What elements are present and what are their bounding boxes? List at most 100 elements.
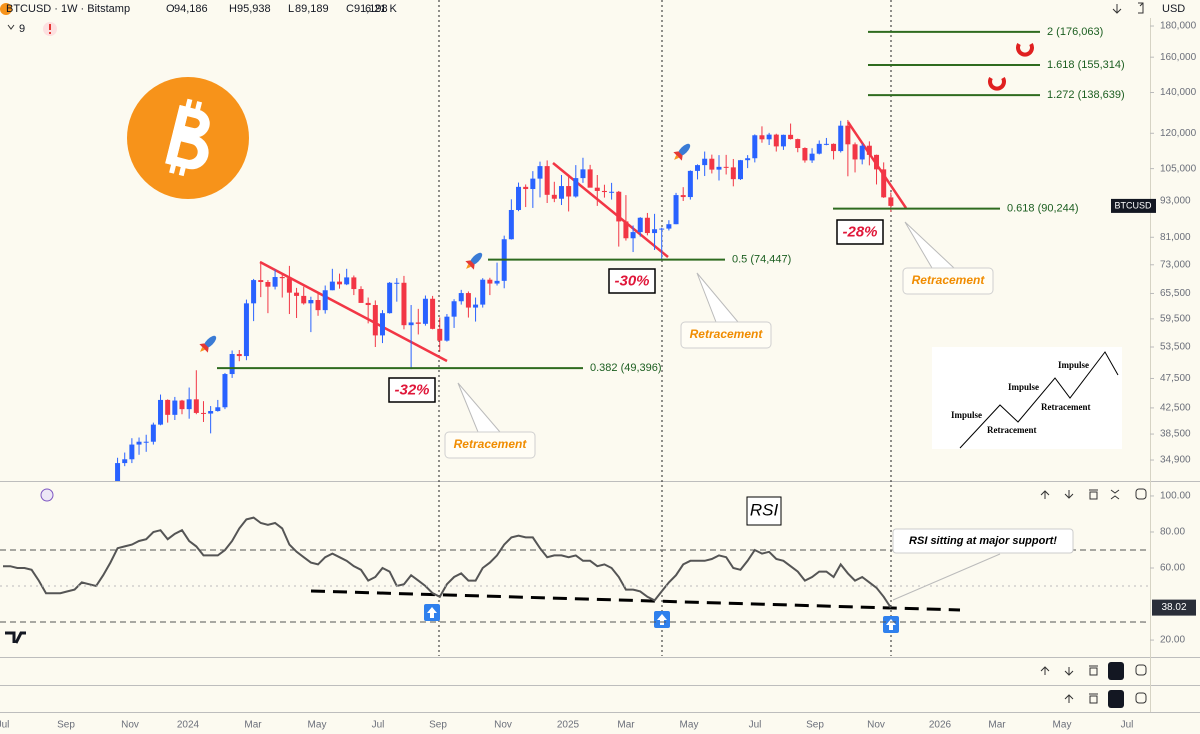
glyph-tick: [178, 165, 187, 177]
candle-body: [315, 300, 321, 311]
fib-label: 1.272 (138,639): [1047, 89, 1125, 101]
symbol[interactable]: BTCUSD · 1W · Bitstamp: [6, 3, 130, 15]
rocket-icon: [673, 143, 691, 161]
x-tick-label: Nov: [867, 720, 885, 731]
candle-body: [122, 459, 128, 464]
candle-body: [329, 281, 335, 291]
candle-body: [215, 407, 221, 412]
collapse-button[interactable]: [1110, 489, 1120, 500]
active-button[interactable]: [1108, 662, 1124, 680]
x-tick-label: Jul: [749, 720, 762, 731]
y-tick-label: 80.00: [1160, 527, 1185, 538]
maximize-button[interactable]: [1135, 692, 1147, 704]
indicator-icon[interactable]: [40, 488, 54, 502]
trend-line: [552, 162, 669, 258]
move-up-button[interactable]: [1064, 694, 1074, 703]
move-down-button[interactable]: [1064, 490, 1074, 499]
scroll-down-button[interactable]: [1112, 4, 1122, 14]
candle-body: [601, 190, 607, 193]
drawdown-label: -28%: [842, 223, 877, 240]
candle-body: [408, 322, 414, 326]
candle-body: [394, 282, 400, 284]
low-value: 89,189: [295, 3, 329, 15]
candle-body: [487, 279, 493, 284]
callout-box: [444, 431, 536, 459]
candle-body: [150, 424, 156, 442]
delete-button[interactable]: [1089, 693, 1098, 704]
price-tag-label: BTCUSD: [1114, 200, 1152, 210]
rsi-title-box: [746, 496, 782, 526]
currency[interactable]: USD: [1162, 3, 1185, 15]
candle-body: [430, 298, 436, 329]
candle-body: [372, 305, 378, 336]
candle-body: [387, 282, 393, 314]
maximize-button[interactable]: [1135, 664, 1147, 676]
rocket-icon: [465, 252, 483, 270]
callout-label: Retracement: [912, 273, 986, 287]
y-tick-label: 59,500: [1160, 314, 1191, 325]
active-button[interactable]: [1108, 690, 1124, 708]
move-up-button[interactable]: [1040, 666, 1050, 675]
magnet-icon: [1016, 42, 1034, 57]
open-value: 94,186: [174, 3, 208, 15]
alert-icon-mark: [49, 32, 51, 34]
inset-zigzag: [959, 351, 1119, 449]
rsi-tag: [1152, 599, 1196, 616]
candle-body: [802, 148, 808, 161]
bitcoin-glyph: [165, 98, 210, 177]
candle-body: [272, 277, 278, 287]
inset-label: Retracement: [1041, 402, 1090, 412]
candle-body: [881, 169, 887, 198]
x-tick-label: 2025: [557, 720, 580, 731]
candle-body: [422, 298, 428, 324]
candle-body: [852, 144, 858, 160]
candle-body: [566, 186, 572, 197]
annotation-box: [892, 528, 1074, 554]
candle-body: [687, 170, 693, 198]
move-down-button[interactable]: [1064, 667, 1074, 676]
drawdown-box: [608, 268, 656, 294]
candle-body: [508, 209, 514, 240]
candle-body: [243, 303, 249, 357]
delete-button[interactable]: [1089, 489, 1098, 500]
candle-body: [415, 322, 421, 324]
fullscreen-button[interactable]: [1138, 2, 1144, 14]
candle-body: [673, 195, 679, 225]
candle-body: [637, 217, 643, 233]
candle-body: [286, 278, 292, 293]
candle-body: [652, 229, 658, 234]
drawdown-box: [388, 377, 436, 403]
candle-body: [451, 301, 457, 317]
collapse-icon[interactable]: [7, 24, 15, 30]
x-tick-label: 2026: [929, 720, 952, 731]
drawdown-label: -30%: [614, 272, 649, 289]
y-tick-label: 53,500: [1160, 342, 1191, 353]
candle-body: [809, 153, 815, 161]
indicator-count[interactable]: 9: [19, 23, 25, 35]
candle-body: [208, 411, 214, 414]
high-label: H: [229, 3, 237, 15]
x-tick-label: May: [1053, 720, 1072, 731]
delete-button[interactable]: [1089, 665, 1098, 676]
candle-body: [143, 441, 149, 443]
callout-box: [680, 321, 772, 349]
candle-body: [795, 139, 801, 149]
candle-body: [236, 354, 242, 357]
candle-body: [200, 412, 206, 414]
x-tick-label: Jul: [1121, 720, 1134, 731]
candle-body: [437, 328, 443, 341]
candle-body: [258, 280, 264, 283]
magnet-icon: [988, 76, 1006, 91]
close-label: C: [346, 3, 354, 15]
y-tick-label: 47,500: [1160, 373, 1191, 384]
alert-icon-mark: [49, 24, 51, 30]
x-tick-label: Nov: [494, 720, 512, 731]
candles: [115, 119, 894, 481]
move-up-button[interactable]: [1040, 490, 1050, 499]
candle-body: [294, 292, 300, 296]
candle-body: [737, 160, 743, 180]
candle-body: [788, 134, 794, 140]
candle-body: [551, 194, 557, 199]
maximize-button[interactable]: [1135, 488, 1147, 500]
